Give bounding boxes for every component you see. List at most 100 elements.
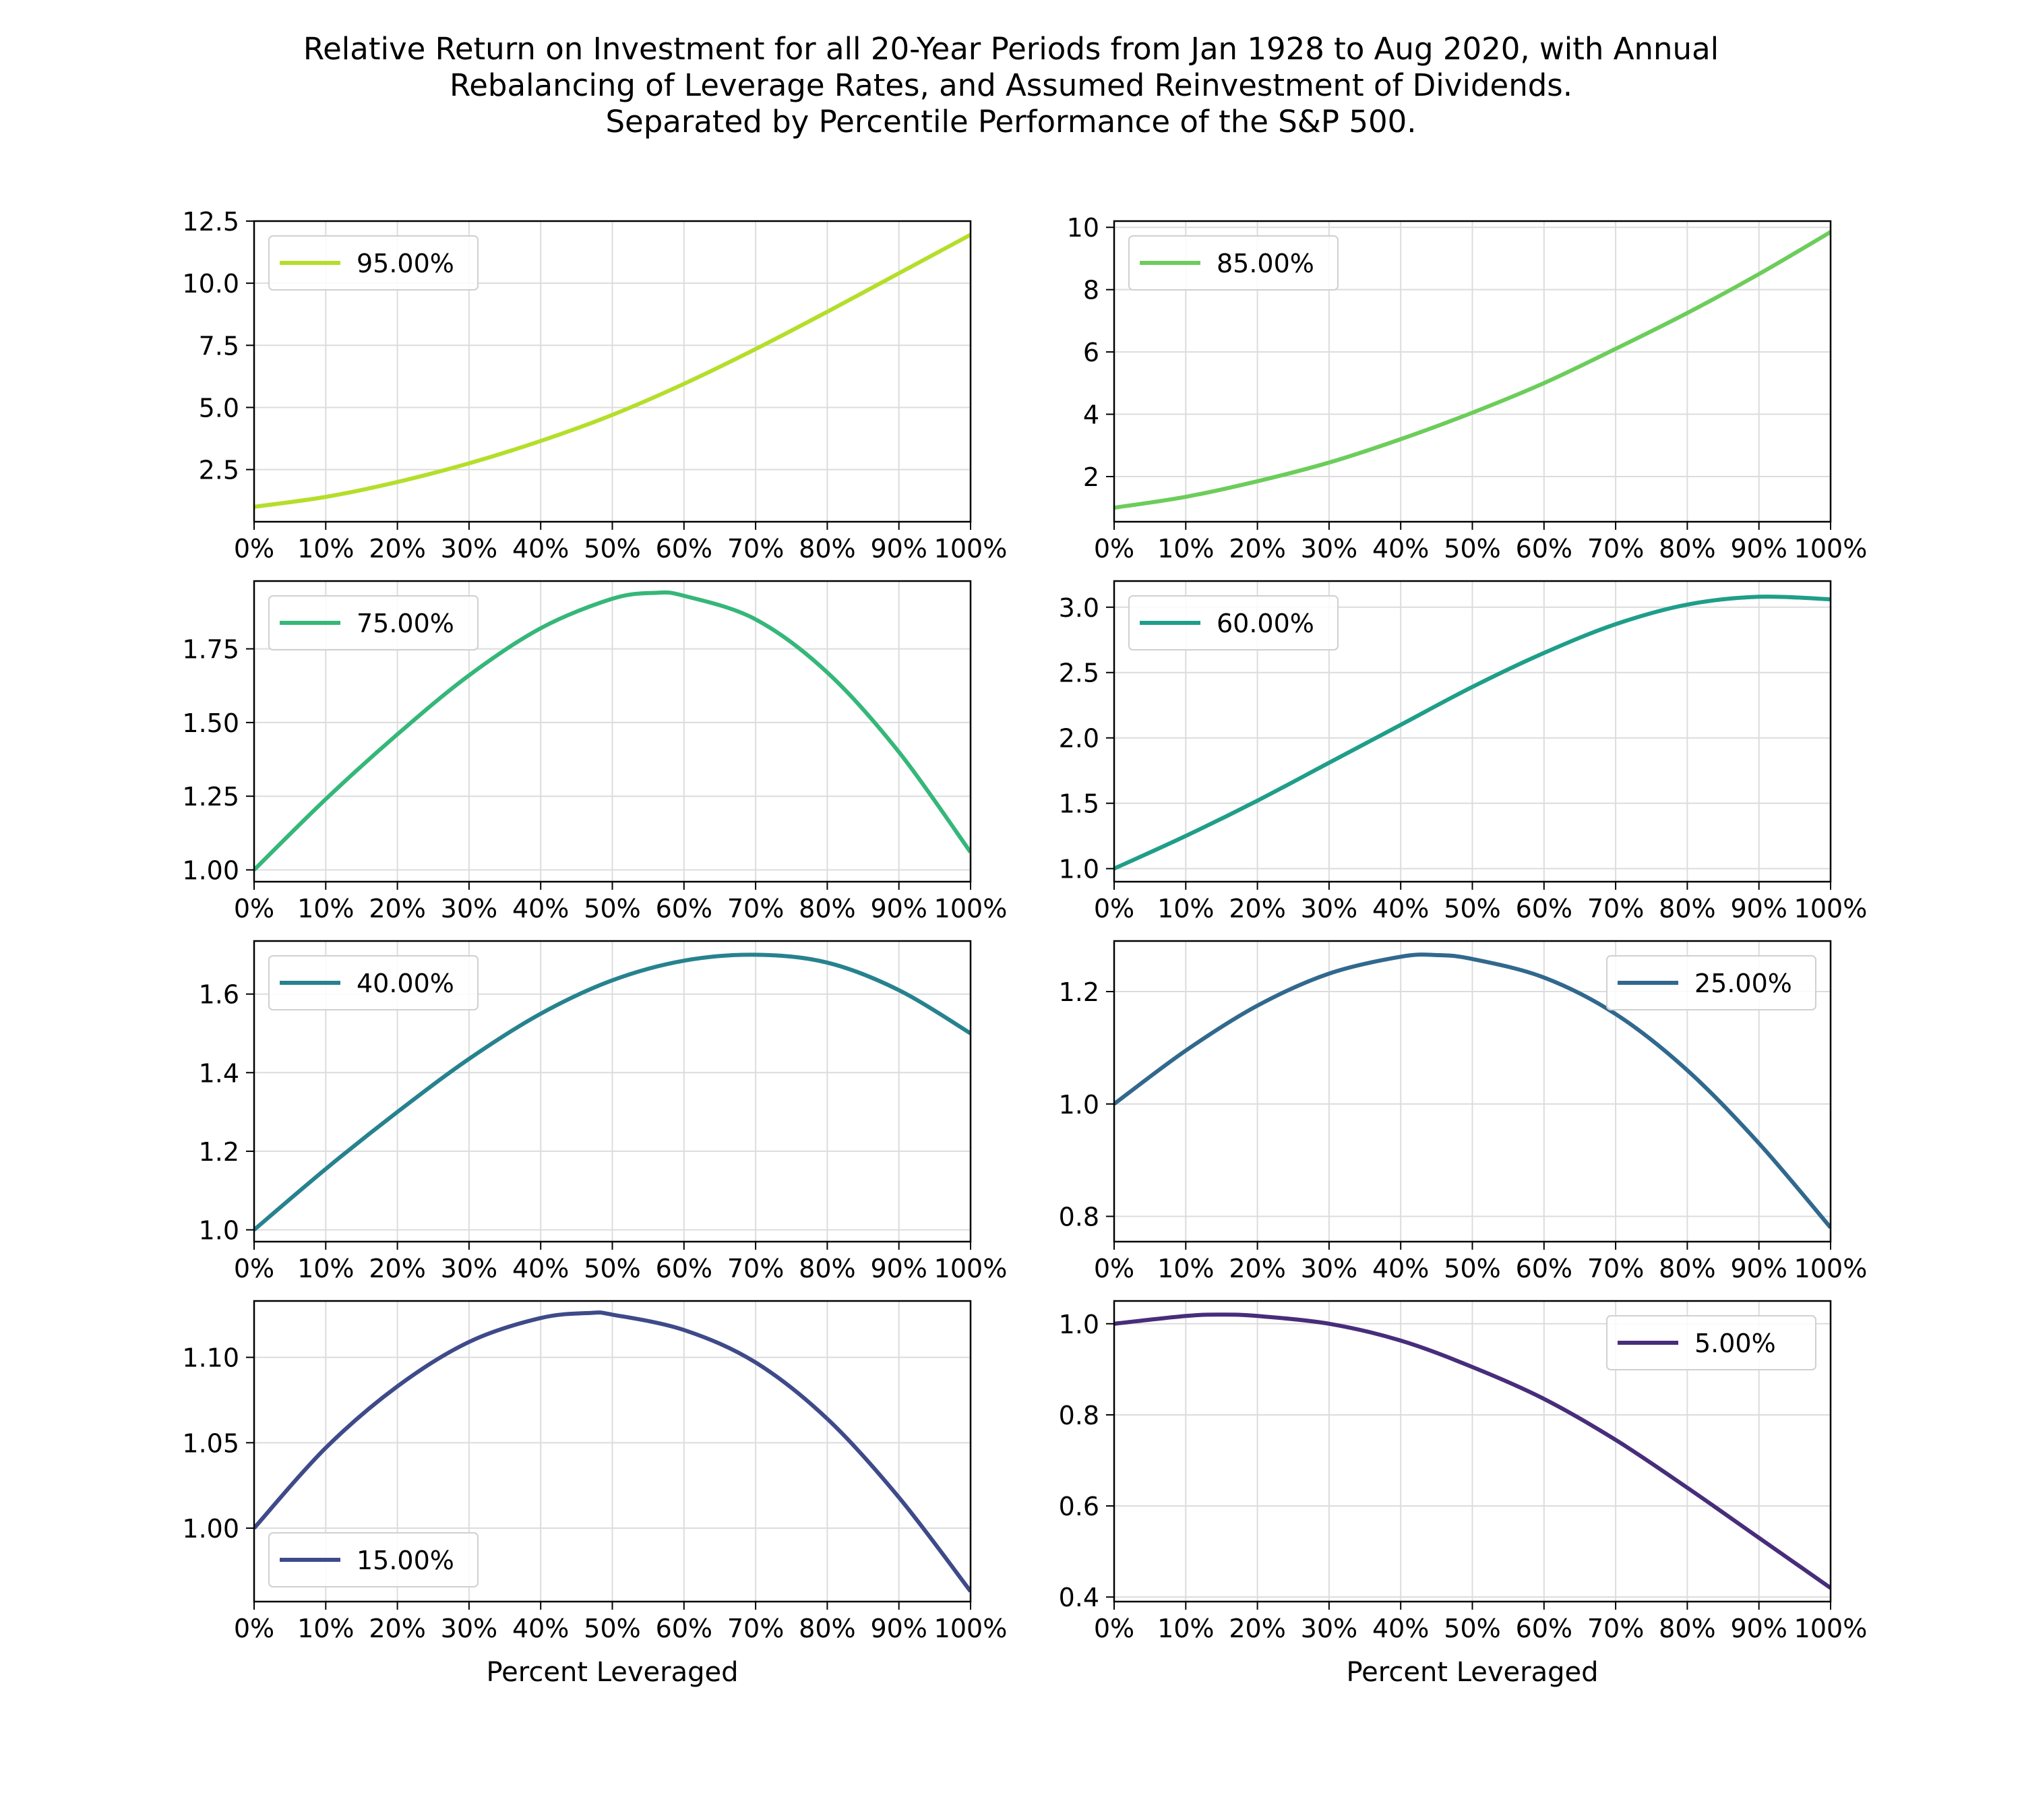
- legend-label: 85.00%: [1217, 249, 1314, 278]
- y-tick-label: 1.4: [199, 1058, 239, 1088]
- x-tick-label: 90%: [1730, 1614, 1787, 1643]
- legend: 25.00%: [1606, 955, 1816, 1010]
- figure-title-line: Separated by Percentile Performance of t…: [605, 104, 1417, 140]
- x-tick-label: 50%: [584, 1254, 640, 1283]
- x-tick-label: 40%: [512, 534, 569, 564]
- x-tick-label: 20%: [1229, 534, 1285, 564]
- x-tick-label: 50%: [1444, 534, 1500, 564]
- legend-box: [1128, 595, 1339, 650]
- x-tick-label: 60%: [1516, 1254, 1572, 1283]
- x-axis-label: Percent Leveraged: [1346, 1657, 1598, 1688]
- x-tick-label: 60%: [1516, 534, 1572, 564]
- legend-label: 60.00%: [1217, 609, 1314, 638]
- y-tick-label: 1.75: [182, 635, 239, 665]
- subplot: 0.8 1.0 1.2 0% 10% 20% 30% 40% 50% 60% 70% 80% 90% 10…: [1059, 940, 1867, 1283]
- y-tick-label: 1.00: [182, 856, 239, 886]
- subplot: 2.5 5.0 7.5 10.0 12.5 0% 10% 20% 30% 40% 50% 60% 70%…: [182, 207, 1007, 564]
- legend-box: [268, 955, 479, 1010]
- series-line: [254, 952, 971, 1232]
- x-tick-label: 100%: [934, 534, 1008, 564]
- x-tick-label: 50%: [1444, 1254, 1500, 1283]
- x-tick-label: 20%: [1229, 894, 1285, 923]
- series-line: [254, 590, 971, 872]
- x-tick-label: 0%: [1094, 1614, 1134, 1643]
- x-tick-label: 100%: [1794, 534, 1868, 564]
- x-tick-label: 70%: [727, 894, 784, 923]
- x-tick-label: 10%: [1157, 1254, 1214, 1283]
- legend-label: 40.00%: [357, 969, 454, 998]
- legend: 15.00%: [268, 1532, 479, 1587]
- x-tick-label: 100%: [1794, 894, 1868, 923]
- x-tick-label: 30%: [441, 894, 497, 923]
- x-tick-label: 20%: [1229, 1254, 1285, 1283]
- x-tick-label: 90%: [870, 1614, 927, 1643]
- x-tick-label: 20%: [369, 534, 425, 564]
- x-tick-label: 10%: [297, 534, 354, 564]
- legend: 85.00%: [1128, 235, 1339, 291]
- y-tick-label: 1.00: [182, 1514, 239, 1544]
- y-tick-label: 8: [1083, 276, 1099, 305]
- subplot: 1.00 1.05 1.10 0% 10% 20% 30% 40% 50% 60% 70% 80% 90…: [182, 1300, 1008, 1688]
- x-tick-label: 90%: [1730, 534, 1787, 564]
- x-tick-label: 50%: [584, 534, 640, 564]
- x-tick-label: 40%: [512, 894, 569, 923]
- legend-box: [268, 1532, 479, 1587]
- x-tick-label: 70%: [1587, 1614, 1644, 1643]
- x-tick-label: 70%: [1587, 534, 1644, 564]
- legend: 5.00%: [1606, 1315, 1816, 1370]
- x-tick-label: 20%: [369, 894, 425, 923]
- x-tick-label: 60%: [656, 534, 712, 564]
- legend-label: 5.00%: [1694, 1329, 1776, 1358]
- series-line: [1114, 1312, 1831, 1590]
- series-line: [1114, 952, 1831, 1230]
- y-tick-label: 1.10: [182, 1343, 239, 1373]
- y-tick-label: 12.5: [182, 207, 239, 237]
- legend: 40.00%: [268, 955, 479, 1010]
- y-tick-label: 0.8: [1059, 1401, 1099, 1430]
- x-tick-label: 20%: [1229, 1614, 1285, 1643]
- y-tick-label: 3.0: [1059, 593, 1099, 623]
- x-tick-label: 90%: [870, 894, 927, 923]
- figure-title-line: Relative Return on Investment for all 20…: [303, 31, 1719, 67]
- x-tick-label: 100%: [934, 1254, 1008, 1283]
- legend-box: [1606, 955, 1816, 1010]
- x-tick-label: 70%: [727, 534, 784, 564]
- x-tick-label: 0%: [234, 894, 274, 923]
- legend: 75.00%: [268, 595, 479, 650]
- subplot: 1.0 1.5 2.0 2.5 3.0 0% 10% 20% 30% 40% 50% 60% 70% 80…: [1059, 580, 1868, 923]
- x-tick-label: 40%: [1372, 894, 1429, 923]
- y-tick-label: 2.0: [1059, 724, 1099, 754]
- x-tick-label: 90%: [870, 1254, 927, 1283]
- y-tick-label: 10: [1067, 213, 1099, 243]
- x-tick-label: 100%: [934, 1614, 1008, 1643]
- x-tick-label: 80%: [1659, 534, 1715, 564]
- y-tick-label: 4: [1083, 400, 1099, 430]
- x-tick-label: 80%: [799, 1614, 855, 1643]
- x-tick-label: 10%: [1157, 534, 1214, 564]
- x-tick-label: 30%: [441, 1254, 497, 1283]
- x-tick-label: 100%: [934, 894, 1008, 923]
- subplot: 0.4 0.6 0.8 1.0 0% 10% 20% 30% 40% 50% 60% 70% 80% 90…: [1059, 1300, 1867, 1688]
- x-tick-label: 10%: [1157, 894, 1214, 923]
- y-tick-label: 0.8: [1059, 1202, 1099, 1232]
- x-tick-label: 0%: [234, 1614, 274, 1643]
- x-tick-label: 80%: [799, 534, 855, 564]
- x-tick-label: 90%: [1730, 894, 1787, 923]
- y-tick-label: 1.0: [1059, 1310, 1099, 1339]
- x-tick-label: 30%: [1301, 1614, 1357, 1643]
- x-tick-label: 60%: [1516, 894, 1572, 923]
- y-tick-label: 10.0: [182, 269, 239, 299]
- x-tick-label: 10%: [297, 894, 354, 923]
- x-tick-label: 50%: [584, 894, 640, 923]
- legend-box: [268, 235, 479, 291]
- y-tick-label: 6: [1083, 338, 1099, 367]
- y-tick-label: 1.05: [182, 1428, 239, 1458]
- legend-label: 95.00%: [357, 249, 454, 278]
- x-tick-label: 60%: [656, 894, 712, 923]
- x-tick-label: 80%: [799, 1254, 855, 1283]
- x-tick-label: 0%: [1094, 894, 1134, 923]
- x-tick-label: 40%: [1372, 1254, 1429, 1283]
- x-tick-label: 80%: [799, 894, 855, 923]
- y-tick-label: 1.0: [199, 1216, 239, 1246]
